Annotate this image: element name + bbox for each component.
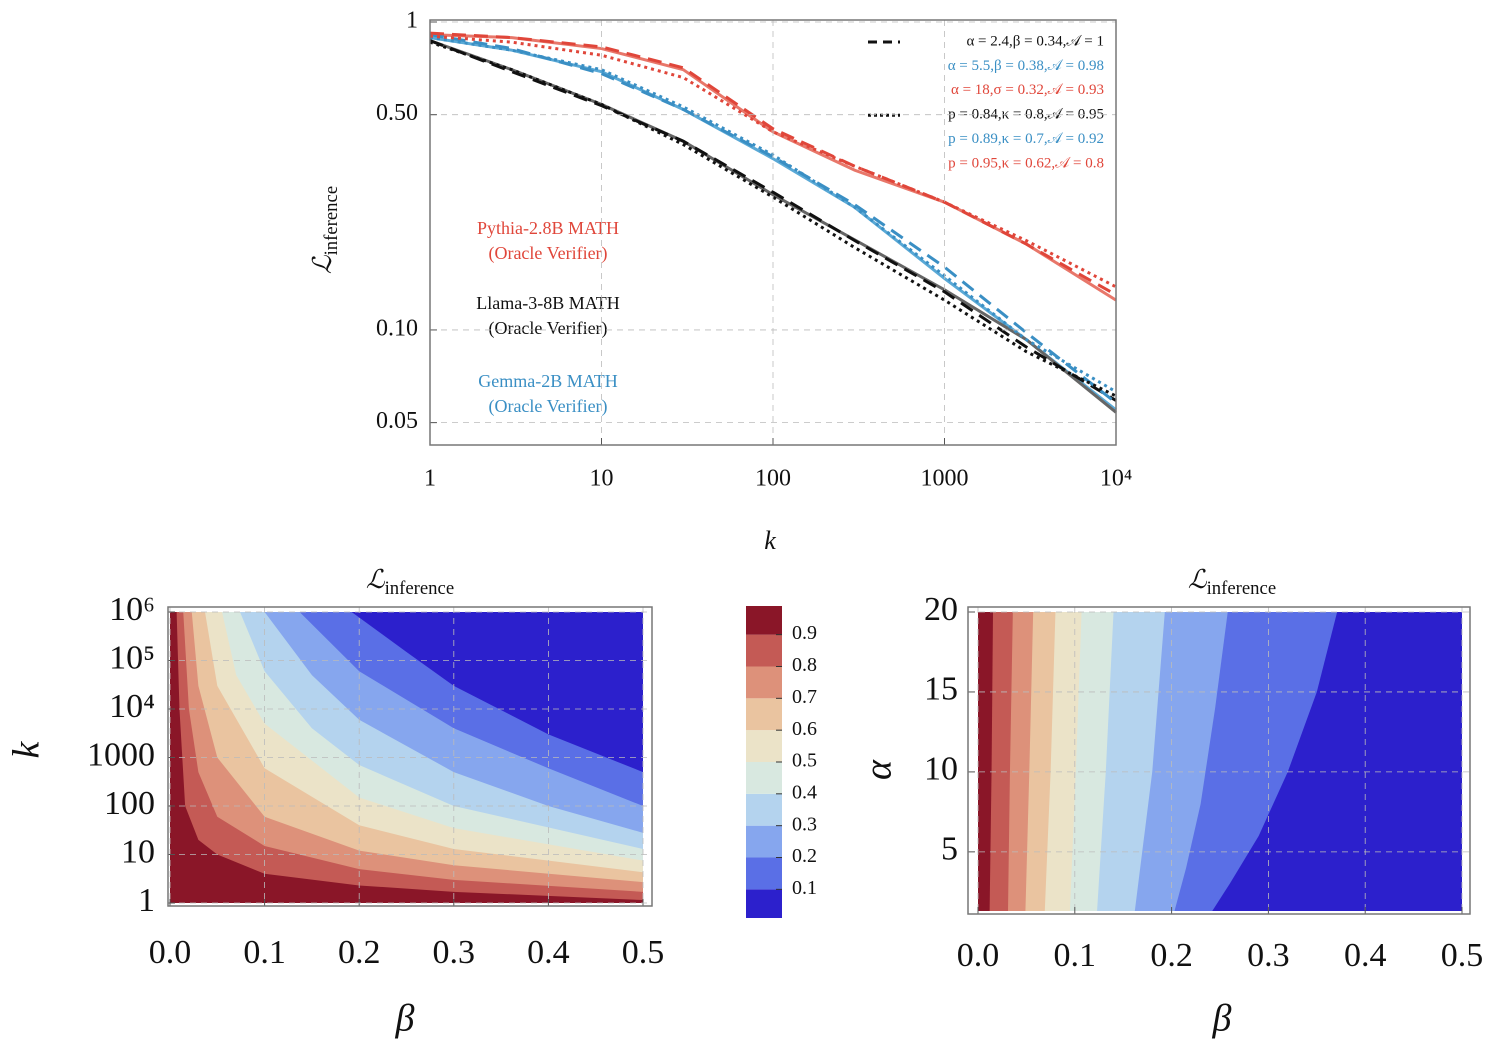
y-tick-label: 5 [941, 831, 958, 868]
colorbar-swatch [746, 793, 782, 826]
x-tick-label: 0.3 [1247, 937, 1290, 974]
colorbar-label: 0.4 [792, 781, 817, 803]
annotation: (Oracle Verifier) [488, 243, 607, 264]
colorbar-label: 0.5 [792, 750, 817, 772]
y-tick-label: 10 [121, 833, 155, 870]
series-line [429, 34, 1117, 289]
x-tick-label: 0.4 [527, 934, 570, 971]
x-tick-label: 1 [424, 466, 436, 492]
x-axis-label: β [395, 998, 415, 1040]
legend-label: α = 18,σ = 0.32,𝒜 = 0.93 [951, 82, 1104, 98]
y-tick-label: 1 [406, 8, 418, 34]
x-tick-label: 0.1 [243, 934, 286, 971]
y-axis-label: k [6, 740, 48, 758]
series-line [429, 39, 1117, 414]
x-tick-label: 100 [755, 466, 791, 492]
colorbar-swatch [746, 698, 782, 731]
y-tick-label: 0.10 [376, 315, 418, 341]
legend-label: p = 0.95,κ = 0.62,𝒜 = 0.8 [948, 155, 1104, 171]
colorbar-swatch [746, 634, 782, 667]
colorbar-label: 0.7 [792, 686, 817, 708]
x-tick-label: 0.3 [433, 934, 476, 971]
x-tick-label: 0.2 [1150, 937, 1193, 974]
x-tick-label: 10 [590, 466, 614, 492]
series-line [429, 39, 1117, 402]
y-tick-label: 15 [924, 671, 958, 708]
contour-region [170, 612, 643, 903]
legend-label: α = 5.5,β = 0.38,𝒜 = 0.98 [948, 58, 1104, 74]
y-axis-label-main: ℒ [308, 254, 337, 274]
chart-title-sub: inference [385, 578, 455, 599]
annotation: Pythia-2.8B MATH [477, 218, 619, 238]
colorbar-swatch [746, 889, 782, 918]
colorbar-swatch [746, 666, 782, 699]
chart-title-sub: inference [1207, 578, 1277, 599]
annotation: (Oracle Verifier) [488, 396, 607, 417]
chart-title-main: ℒ [1188, 565, 1208, 594]
annotation: Gemma-2B MATH [478, 371, 617, 391]
x-tick-label: 0.0 [149, 934, 192, 971]
colorbar-label: 0.6 [792, 718, 817, 740]
colorbar-swatch [746, 825, 782, 858]
y-tick-label: 10⁵ [109, 639, 155, 676]
colorbar-swatch [746, 857, 782, 890]
y-tick-label: 1000 [87, 736, 155, 773]
y-axis-label: ℒinference [308, 186, 342, 274]
x-tick-label: 0.2 [338, 934, 381, 971]
legend-label: p = 0.89,κ = 0.7,𝒜 = 0.92 [948, 131, 1104, 147]
colorbar-label: 0.9 [792, 622, 817, 644]
colorbar-swatch [746, 606, 782, 635]
x-tick-label: 0.5 [1441, 937, 1484, 974]
y-tick-label: 10⁴ [109, 688, 155, 725]
x-axis-label: β [1212, 998, 1232, 1040]
x-tick-label: 0.5 [622, 934, 665, 971]
chart-title: ℒinference [366, 565, 454, 599]
y-tick-label: 0.05 [376, 408, 418, 434]
series-line [429, 31, 1117, 297]
chart-title: ℒinference [1188, 565, 1276, 599]
legend-label: α = 2.4,β = 0.34,𝒜 = 1 [966, 33, 1104, 49]
colorbar-label: 0.1 [792, 877, 817, 899]
x-tick-label: 0.4 [1344, 937, 1387, 974]
x-tick-label: 1000 [921, 466, 969, 492]
colorbar-label: 0.8 [792, 654, 817, 676]
y-axis-label-sub: inference [321, 186, 342, 256]
x-axis-label: k [764, 526, 776, 555]
plot-frame [429, 19, 1117, 446]
contour-region [170, 612, 643, 903]
annotation: Llama-3-8B MATH [476, 293, 619, 313]
colorbar-label: 0.2 [792, 845, 817, 867]
y-tick-label: 10⁶ [109, 591, 155, 628]
annotation: (Oracle Verifier) [488, 318, 607, 339]
chart-title-main: ℒ [366, 565, 386, 594]
contour-region [978, 612, 994, 911]
x-tick-label: 0.0 [957, 937, 1000, 974]
x-tick-label: 0.1 [1054, 937, 1097, 974]
y-tick-label: 1 [138, 882, 155, 919]
colorbar-label: 0.3 [792, 813, 817, 835]
x-tick-label: 10⁴ [1100, 466, 1132, 492]
plot-frame [167, 606, 653, 907]
y-tick-label: 100 [104, 785, 155, 822]
y-axis-label: α [858, 759, 900, 780]
plot-frame [967, 606, 1471, 915]
colorbar-swatch [746, 730, 782, 762]
y-tick-label: 0.50 [376, 100, 418, 126]
y-tick-label: 20 [924, 591, 958, 628]
y-tick-label: 10 [924, 751, 958, 788]
colorbar-swatch [746, 762, 782, 794]
